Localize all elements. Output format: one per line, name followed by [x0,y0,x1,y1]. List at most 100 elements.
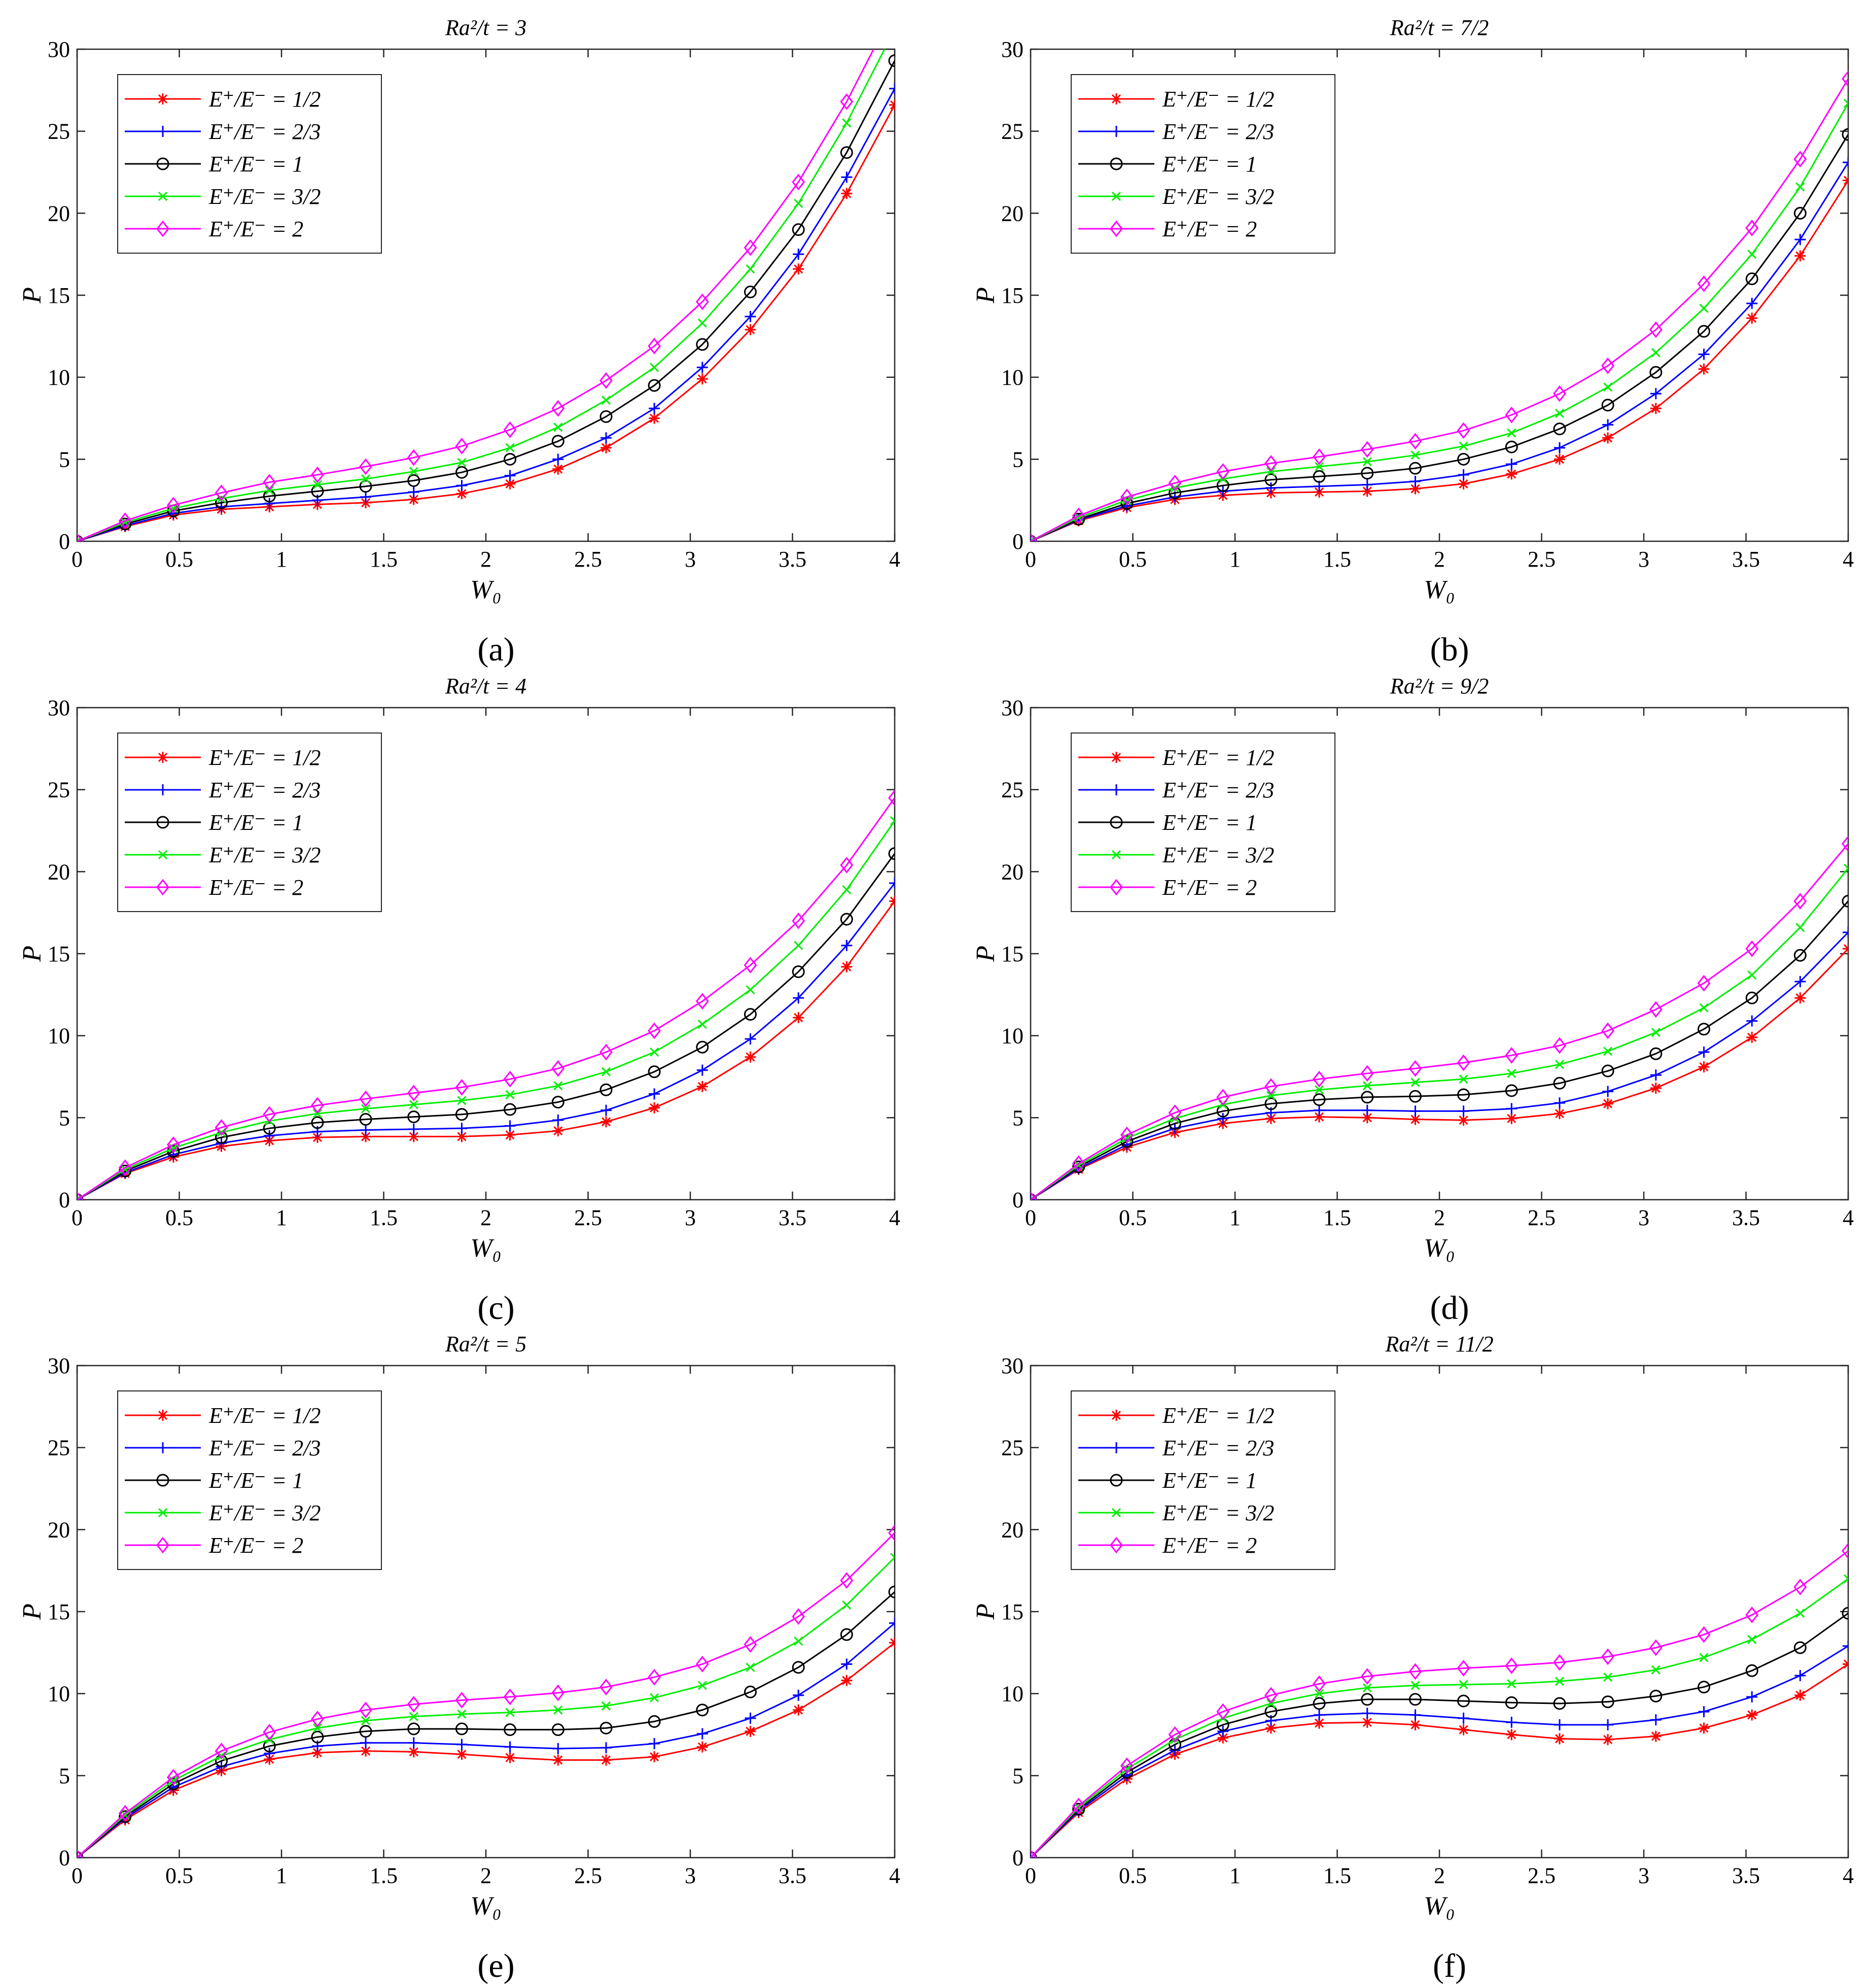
legend-entry: E⁺/E⁻ = 1/2 [208,745,321,770]
legend-marker [1110,1474,1123,1487]
data-point [648,337,661,355]
series-5 [77,789,895,1200]
y-tick-label: 15 [48,941,70,966]
x-tick-label: 4 [889,547,900,572]
y-tick-label: 20 [1001,201,1024,226]
data-point [890,1553,895,1562]
data-point [744,1685,757,1698]
legend-marker [1110,1537,1123,1554]
data-point [841,939,853,951]
legend-entry: E⁺/E⁻ = 3/2 [1162,184,1274,209]
data-point [601,1701,611,1711]
data-point [600,1722,613,1735]
y-tick-label: 0 [59,1188,70,1212]
data-point [407,1722,420,1735]
data-point [360,1131,372,1142]
data-point [746,1662,755,1672]
data-point [842,118,852,128]
data-point [1794,1689,1806,1701]
legend-marker [157,126,168,137]
data-point [1601,1064,1614,1077]
data-point [456,1131,468,1142]
data-point [360,491,372,503]
data-point [889,895,895,907]
data-point [1842,835,1848,852]
data-point [407,449,420,466]
data-point [1361,485,1373,497]
data-point [696,1064,708,1076]
data-point [118,1805,132,1822]
y-tick-label: 10 [48,1024,70,1049]
series-line [77,1557,895,1858]
data-point [888,1585,895,1598]
x-tick-label: 0.5 [165,1863,193,1888]
data-point [1745,991,1758,1004]
x-axis-label: W₀ [470,1892,501,1921]
data-point [1409,1709,1421,1721]
data-point [1457,422,1470,439]
data-point [359,1113,372,1126]
data-point [409,1712,418,1721]
x-tick-label: 2 [480,1863,491,1888]
data-point [407,474,420,487]
series-line [1031,78,1848,541]
data-point [359,480,372,493]
legend-marker [156,157,169,170]
y-axis-label: P [18,1603,47,1620]
data-point [119,1810,132,1823]
data-point [1072,1155,1085,1172]
data-point [1505,1657,1519,1675]
data-point [359,1701,372,1719]
legend-marker [157,1410,168,1421]
data-point [1361,1112,1373,1124]
x-tick-label: 4 [1843,1863,1854,1888]
data-point [744,286,757,299]
data-point [311,1747,323,1759]
x-tick-label: 0 [72,1863,83,1888]
x-tick-label: 3 [1638,1205,1649,1230]
legend-entry: E⁺/E⁻ = 1 [208,810,303,835]
data-point [1843,863,1848,873]
legend-marker [157,784,168,795]
data-point [1843,943,1848,955]
x-axis-label: W₀ [1424,1234,1455,1263]
legend-marker [1110,157,1123,170]
data-point [503,1070,517,1088]
series-line [1031,102,1848,541]
series-3 [1031,128,1848,541]
data-point [1697,1681,1710,1694]
data-point [408,1123,419,1135]
data-point [1698,1722,1710,1734]
data-point [264,1754,275,1765]
data-point [1314,1689,1324,1698]
data-point [1314,462,1324,471]
data-point [1264,473,1278,486]
data-point [311,466,324,483]
x-tick-label: 1.5 [1323,1205,1351,1230]
data-point [1553,1654,1566,1671]
legend-marker [1110,816,1123,829]
data-point [792,223,805,236]
legend: E⁺/E⁻ = 1/2 E⁺/E⁻ = 2/3 E⁺/E⁻ = 1 E⁺/E⁻ = 3… [117,74,382,254]
data-point [504,1103,517,1116]
chart-panel-b: 0 0.5 1 1.5 2 2.5 3 3.5 4 0 5 10 15 20 25 30 Ra²/t = 7/2… [971,15,1854,668]
legend-entry: E⁺/E⁻ = 2/3 [1162,778,1274,803]
data-point [263,1724,276,1741]
x-tick-label: 0 [72,1205,83,1230]
data-point [1314,1085,1324,1095]
data-point [600,410,613,423]
data-point [1360,1065,1374,1082]
series-line [77,820,895,1200]
data-point [166,497,180,514]
data-point [457,1710,467,1719]
data-point [1649,1639,1663,1656]
data-point [1651,348,1661,358]
data-point [1697,1626,1711,1643]
chart-panel-f: 0 0.5 1 1.5 2 2.5 3 3.5 4 0 5 10 15 20 25 30 Ra²/t = 11/… [971,1332,1854,1984]
data-point [840,1572,854,1589]
data-point [792,912,805,929]
y-tick-label: 0 [1012,529,1024,554]
data-point [1170,483,1180,493]
data-point [745,1726,756,1737]
y-tick-label: 15 [1001,283,1024,308]
